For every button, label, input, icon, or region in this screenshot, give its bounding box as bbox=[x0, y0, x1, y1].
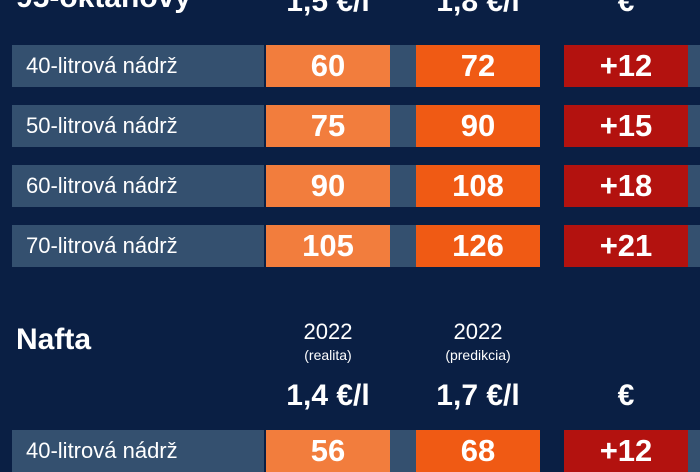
value-diff: +12 bbox=[564, 430, 688, 472]
row-tail bbox=[688, 45, 700, 87]
row-gap bbox=[390, 105, 416, 147]
value-realita: 56 bbox=[266, 430, 390, 472]
row-label: 50-litrová nádrž bbox=[12, 105, 264, 147]
value-diff: +21 bbox=[564, 225, 688, 267]
value-realita: 60 bbox=[266, 45, 390, 87]
row-tail bbox=[688, 225, 700, 267]
value-diff: +12 bbox=[564, 45, 688, 87]
price-realita-nafta: 1,4 €/l bbox=[286, 379, 370, 412]
value-predikcia: 90 bbox=[416, 105, 540, 147]
row-gap bbox=[390, 225, 416, 267]
price-predikcia-95: 1,8 €/l bbox=[436, 0, 520, 18]
row-gap bbox=[390, 45, 416, 87]
row-label: 70-litrová nádrž bbox=[12, 225, 264, 267]
value-diff: +15 bbox=[564, 105, 688, 147]
diff-header-95: € bbox=[617, 0, 635, 18]
row-label: 40-litrová nádrž bbox=[12, 45, 264, 87]
value-predikcia: 68 bbox=[416, 430, 540, 472]
value-predikcia: 126 bbox=[416, 225, 540, 267]
value-diff: +18 bbox=[564, 165, 688, 207]
price-realita-95: 1,5 €/l bbox=[286, 0, 370, 18]
row-gap bbox=[390, 430, 416, 472]
price-predikcia-nafta: 1,7 €/l bbox=[436, 379, 520, 412]
value-realita: 75 bbox=[266, 105, 390, 147]
value-realita: 105 bbox=[266, 225, 390, 267]
diff-header-nafta: € bbox=[617, 379, 635, 412]
year-realita: 2022 bbox=[303, 319, 353, 344]
value-realita: 90 bbox=[266, 165, 390, 207]
value-predikcia: 72 bbox=[416, 45, 540, 87]
section-title-95: 95-oktánový bbox=[16, 0, 191, 16]
sub-predikcia: (predikcia) bbox=[445, 347, 511, 363]
value-predikcia: 108 bbox=[416, 165, 540, 207]
row-tail bbox=[688, 430, 700, 472]
row-gap bbox=[390, 165, 416, 207]
row-label: 60-litrová nádrž bbox=[12, 165, 264, 207]
sub-realita: (realita) bbox=[304, 347, 352, 363]
row-tail bbox=[688, 105, 700, 147]
year-predikcia: 2022 bbox=[453, 319, 503, 344]
row-label: 40-litrová nádrž bbox=[12, 430, 264, 472]
row-tail bbox=[688, 165, 700, 207]
section-title-nafta: Nafta bbox=[16, 323, 92, 356]
